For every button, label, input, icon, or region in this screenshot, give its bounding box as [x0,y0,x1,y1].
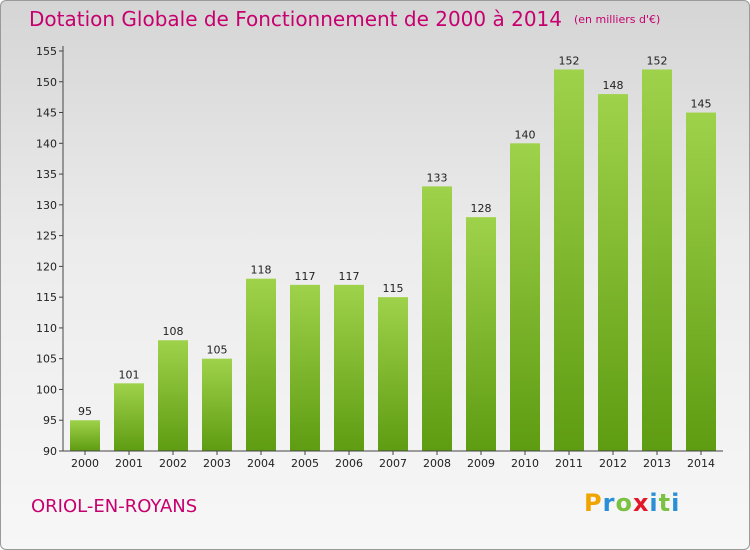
bar-2006 [334,284,364,451]
y-tick-135: 135 [36,168,57,181]
value-label-2008: 133 [427,171,448,184]
x-tick-2010: 2010 [511,457,539,470]
value-label-2004: 118 [251,264,272,277]
logo-letter: i [671,489,681,517]
logo-letter: t [658,489,672,517]
value-label-2014: 145 [691,98,712,111]
value-label-2002: 108 [163,325,184,338]
axes-group: 2000 2001 2002 2003 2004 2005 2006 2007 2008 2009… [36,45,723,470]
logo-letter: i [649,489,659,517]
value-label-2009: 128 [471,202,492,215]
y-tick-110: 110 [36,322,57,335]
x-tick-2002: 2002 [159,457,187,470]
x-tick-2004: 2004 [247,457,275,470]
bar-2003 [202,358,232,451]
y-tick-95: 95 [43,414,57,427]
value-label-2011: 152 [559,54,580,67]
bar-2012 [598,94,628,452]
value-label-2010: 140 [515,128,536,141]
value-label-2005: 117 [295,270,316,283]
value-label-2007: 115 [383,282,404,295]
bar-2010 [510,143,540,452]
y-tick-105: 105 [36,353,57,366]
x-tick-2008: 2008 [423,457,451,470]
chart-subtitle: (en milliers d'€) [574,13,661,26]
bar-2007 [378,297,408,451]
title-text: Dotation Globale de Fonctionnement de 20… [29,7,562,31]
bars-group: 95 101 108 105 118 117 117 115 133 128 140 152 148 15… [70,54,716,452]
bar-2009 [466,217,496,451]
x-tick-2005: 2005 [291,457,319,470]
location-label: ORIOL-EN-ROYANS [31,496,198,517]
x-tick-2007: 2007 [379,457,407,470]
y-tick-90: 90 [43,445,57,458]
bar-2008 [422,186,452,451]
logo-letter: o [615,489,633,517]
bar-2013 [642,69,672,451]
proxiti-logo: Proxiti [584,489,680,517]
value-label-2001: 101 [119,368,140,381]
chart-title: Dotation Globale de Fonctionnement de 20… [29,7,660,31]
bar-2005 [290,284,320,451]
bar-2001 [114,383,144,451]
y-tick-125: 125 [36,230,57,243]
bar-2011 [554,69,584,451]
x-tick-2000: 2000 [71,457,99,470]
y-tick-115: 115 [36,291,57,304]
value-label-2013: 152 [647,54,668,67]
bar-2014 [686,112,716,452]
bar-2002 [158,340,188,451]
logo-letter: x [632,489,650,517]
x-tick-2012: 2012 [599,457,627,470]
y-tick-145: 145 [36,107,57,120]
value-label-2006: 117 [339,270,360,283]
x-tick-2011: 2011 [555,457,583,470]
bar-2000 [70,420,100,451]
logo-letter: P [584,489,603,517]
y-tick-155: 155 [36,45,57,58]
x-tick-2013: 2013 [643,457,671,470]
x-tick-2003: 2003 [203,457,231,470]
value-label-2000: 95 [78,405,92,418]
y-tick-100: 100 [36,383,57,396]
x-tick-2014: 2014 [687,457,715,470]
x-tick-2009: 2009 [467,457,495,470]
bar-2004 [246,278,276,451]
x-tick-2006: 2006 [335,457,363,470]
y-tick-150: 150 [36,76,57,89]
y-tick-120: 120 [36,260,57,273]
y-tick-130: 130 [36,199,57,212]
x-tick-2001: 2001 [115,457,143,470]
y-tick-140: 140 [36,137,57,150]
logo-letter: r [602,489,616,517]
value-label-2003: 105 [207,344,228,357]
value-label-2012: 148 [603,79,624,92]
